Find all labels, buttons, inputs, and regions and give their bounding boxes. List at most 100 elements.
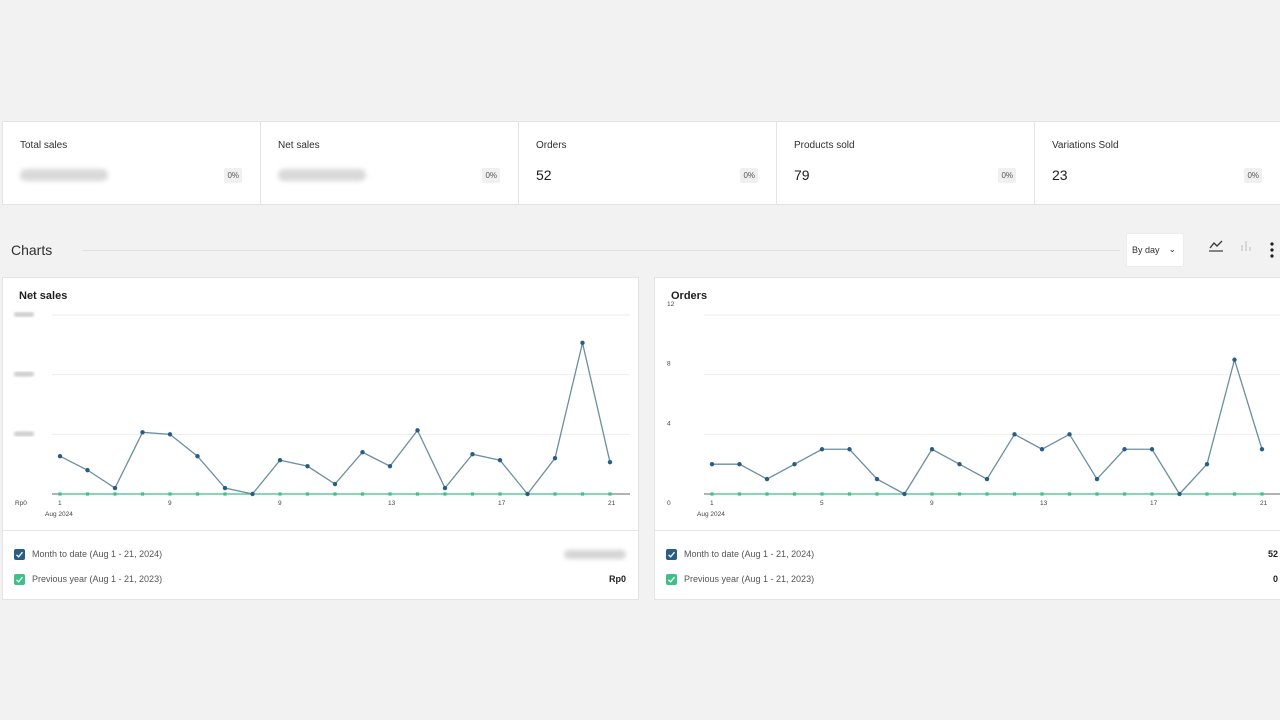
x-tick-label: 5 [820, 500, 824, 507]
month-to-date-point [709, 461, 715, 467]
card-divider [655, 530, 1280, 531]
previous-year-point [360, 492, 365, 496]
kpi-delta-badge: 0% [740, 168, 758, 183]
month-to-date-point [167, 432, 173, 437]
kpi-label: Net sales [278, 140, 320, 151]
checkbox-checked-icon[interactable] [666, 573, 677, 585]
x-axis-sublabel: Aug 2024 [45, 511, 73, 518]
month-to-date-point [1067, 432, 1072, 437]
month-to-date-point [525, 491, 530, 497]
legend-item-current[interactable]: Month to date (Aug 1 - 21, 2024) [14, 547, 162, 561]
month-to-date-point [332, 481, 338, 487]
net-sales-chart-card: Net sales Rp0 1 9 9 13 17 21 Aug 2024 Month to … [2, 277, 639, 600]
checkbox-checked-icon[interactable] [666, 548, 677, 560]
month-to-date-point [1122, 447, 1127, 452]
previous-year-point [333, 492, 337, 496]
charts-section-title: Charts [11, 242, 53, 258]
orders-line-chart[interactable]: 0 4 8 12 1 5 9 13 17 21 Aug 2024 [655, 278, 1280, 528]
month-to-date-point [140, 430, 145, 435]
checkbox-checked-icon[interactable] [14, 573, 25, 585]
legend-label: Month to date (Aug 1 - 21, 2024) [32, 549, 163, 559]
month-to-date-point [819, 447, 825, 452]
month-to-date-point [222, 485, 228, 491]
previous-year-point [985, 492, 989, 496]
bar-chart-icon[interactable] [1238, 238, 1254, 254]
month-to-date-point [874, 476, 880, 482]
month-to-date-point [929, 447, 935, 452]
x-tick-label: 9 [930, 500, 934, 507]
month-to-date-point [737, 461, 742, 467]
kpi-value-redacted [278, 169, 366, 181]
previous-year-point [847, 492, 852, 496]
previous-year-point [1067, 492, 1072, 496]
previous-year-point [58, 492, 62, 496]
month-to-date-point [984, 476, 990, 482]
month-to-date-point [57, 454, 63, 459]
previous-year-point [1122, 492, 1127, 496]
previous-year-point [580, 492, 585, 496]
month-to-date-point [1232, 357, 1237, 362]
kpi-variations-sold[interactable]: Variations Sold 23 0% [1035, 122, 1280, 204]
kpi-value: 23 [1052, 167, 1068, 183]
month-to-date-point [957, 461, 962, 467]
month-to-date-point [112, 485, 118, 491]
y-tick-label: 8 [667, 361, 671, 368]
previous-year-point [553, 492, 557, 496]
kpi-summary-row: Total sales 0% Net sales 0% Orders 52 0%… [2, 121, 1280, 205]
previous-year-point [608, 492, 612, 496]
chart-title: Net sales [19, 290, 68, 302]
month-to-date-point [580, 340, 585, 346]
previous-year-point [930, 492, 934, 496]
previous-year-point [113, 492, 117, 496]
kpi-products-sold[interactable]: Products sold 79 0% [777, 122, 1035, 204]
kpi-label: Variations Sold [1052, 140, 1119, 151]
x-tick-label: 21 [1260, 500, 1268, 507]
previous-year-point [85, 492, 90, 496]
x-tick-label: 9 [278, 500, 282, 507]
month-to-date-point [305, 463, 310, 469]
month-to-date-point [497, 457, 503, 463]
legend-label: Month to date (Aug 1 - 21, 2024) [684, 549, 815, 559]
kpi-delta-badge: 0% [998, 168, 1016, 183]
legend-label: Previous year (Aug 1 - 21, 2023) [32, 574, 163, 584]
month-to-date-point [552, 456, 558, 461]
checkbox-checked-icon[interactable] [14, 548, 25, 560]
month-to-date-point [1149, 447, 1155, 452]
y-tick-label-redacted [14, 431, 34, 437]
previous-year-point [470, 492, 475, 496]
y-tick-label: 4 [667, 420, 671, 427]
legend-item-previous[interactable]: Previous year (Aug 1 - 21, 2023) [666, 572, 814, 586]
previous-year-point [792, 492, 797, 496]
interval-select[interactable]: By day ⌄ [1126, 233, 1184, 267]
x-tick-label: 13 [388, 500, 396, 507]
previous-year-point [820, 492, 824, 496]
chevron-down-icon: ⌄ [1168, 244, 1176, 254]
interval-select-value: By day [1132, 245, 1160, 255]
more-options-icon[interactable] [1266, 241, 1278, 259]
month-to-date-point [847, 447, 852, 452]
kpi-net-sales[interactable]: Net sales 0% [261, 122, 519, 204]
x-tick-label: 1 [58, 500, 62, 507]
month-to-date-point [1094, 476, 1100, 482]
y-tick-label-redacted [14, 312, 34, 317]
legend-total: 52 [1267, 549, 1278, 559]
kpi-orders[interactable]: Orders 52 0% [519, 122, 777, 204]
legend-item-previous[interactable]: Previous year (Aug 1 - 21, 2023) [14, 572, 162, 586]
previous-year-point [168, 492, 172, 496]
previous-year-point [223, 492, 227, 496]
month-to-date-point [1039, 447, 1045, 452]
previous-year-point [1012, 492, 1017, 496]
y-tick-label: 0 [667, 500, 671, 507]
net-sales-line-chart[interactable]: Rp0 1 9 9 13 17 21 Aug 2024 [3, 278, 638, 528]
kpi-total-sales[interactable]: Total sales 0% [3, 122, 261, 204]
x-axis-sublabel: Aug 2024 [697, 511, 725, 518]
legend-total: Rp0 [608, 574, 626, 584]
legend-item-current[interactable]: Month to date (Aug 1 - 21, 2024) [666, 547, 814, 561]
x-tick-label: 9 [168, 500, 172, 507]
month-to-date-point [85, 467, 90, 473]
month-to-date-point [1204, 461, 1210, 467]
previous-year-point [875, 492, 879, 496]
y-tick-label: Rp0 [15, 500, 27, 507]
kpi-value: 52 [536, 167, 552, 183]
line-chart-icon[interactable] [1208, 238, 1224, 254]
